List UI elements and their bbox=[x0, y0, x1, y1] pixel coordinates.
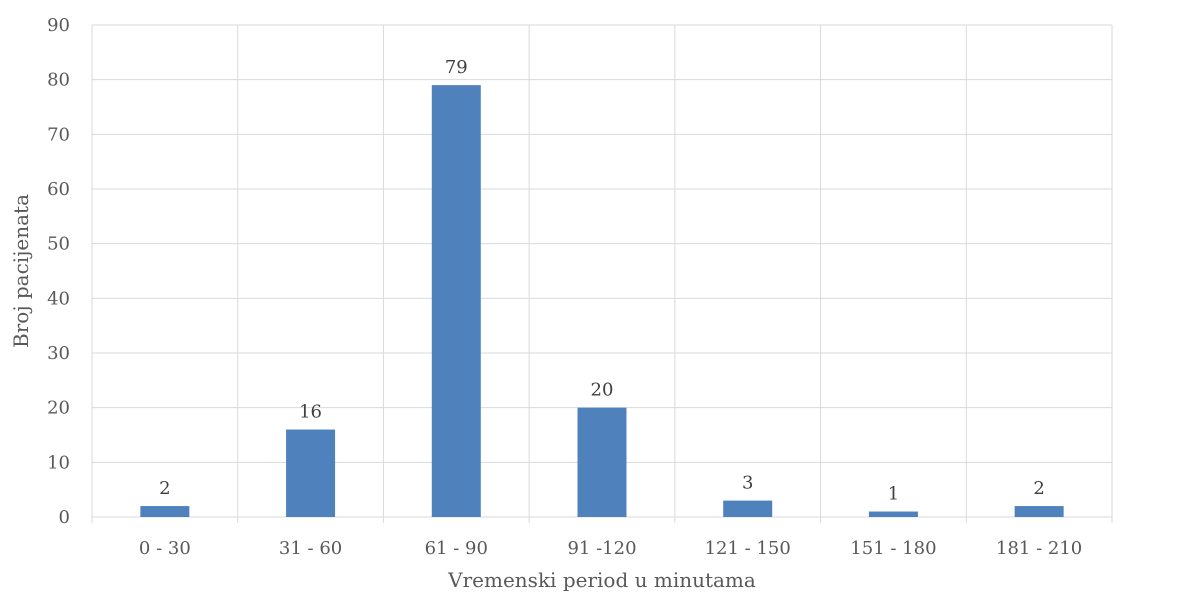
y-tick-label: 80 bbox=[47, 70, 70, 91]
gridlines bbox=[91, 24, 1113, 523]
bar bbox=[1014, 506, 1064, 517]
data-label: 3 bbox=[742, 473, 753, 494]
data-label: 79 bbox=[445, 57, 468, 78]
bar bbox=[140, 506, 190, 517]
y-tick-label: 10 bbox=[47, 452, 70, 473]
x-tick-label: 31 - 60 bbox=[279, 538, 342, 559]
y-tick-label: 0 bbox=[59, 507, 70, 528]
x-axis-title: Vremenski period u minutama bbox=[447, 568, 756, 592]
bar bbox=[577, 407, 627, 517]
y-tick-label: 20 bbox=[47, 398, 70, 419]
x-tick-label: 121 - 150 bbox=[705, 538, 791, 559]
y-tick-label: 30 bbox=[47, 343, 70, 364]
x-tick-label: 61 - 90 bbox=[425, 538, 488, 559]
data-label: 2 bbox=[159, 478, 170, 499]
x-tick-label: 151 - 180 bbox=[850, 538, 936, 559]
data-label: 1 bbox=[888, 484, 899, 505]
x-tick-label: 91 -120 bbox=[567, 538, 636, 559]
bar bbox=[868, 511, 918, 517]
data-labels: 2 16 79 20 3 1 2 bbox=[159, 57, 1045, 504]
data-label: 20 bbox=[591, 380, 614, 401]
y-tick-label: 60 bbox=[47, 179, 70, 200]
data-label: 2 bbox=[1033, 478, 1044, 499]
y-axis-title: Broj pacijenata bbox=[9, 194, 33, 348]
data-label: 16 bbox=[299, 402, 322, 423]
y-tick-label: 40 bbox=[47, 288, 70, 309]
y-tick-label: 70 bbox=[47, 124, 70, 145]
y-tick-label: 50 bbox=[47, 234, 70, 255]
x-tick-label: 181 - 210 bbox=[996, 538, 1082, 559]
bar bbox=[723, 500, 773, 517]
x-tick-label: 0 - 30 bbox=[139, 538, 191, 559]
bar bbox=[286, 429, 336, 517]
tick-labels: 0 10 20 30 40 50 60 70 80 90 0 - 30 31 - 60 61 - 90 9… bbox=[47, 15, 1082, 559]
y-tick-label: 90 bbox=[47, 15, 70, 36]
bars bbox=[140, 85, 1064, 517]
bar bbox=[431, 85, 481, 517]
